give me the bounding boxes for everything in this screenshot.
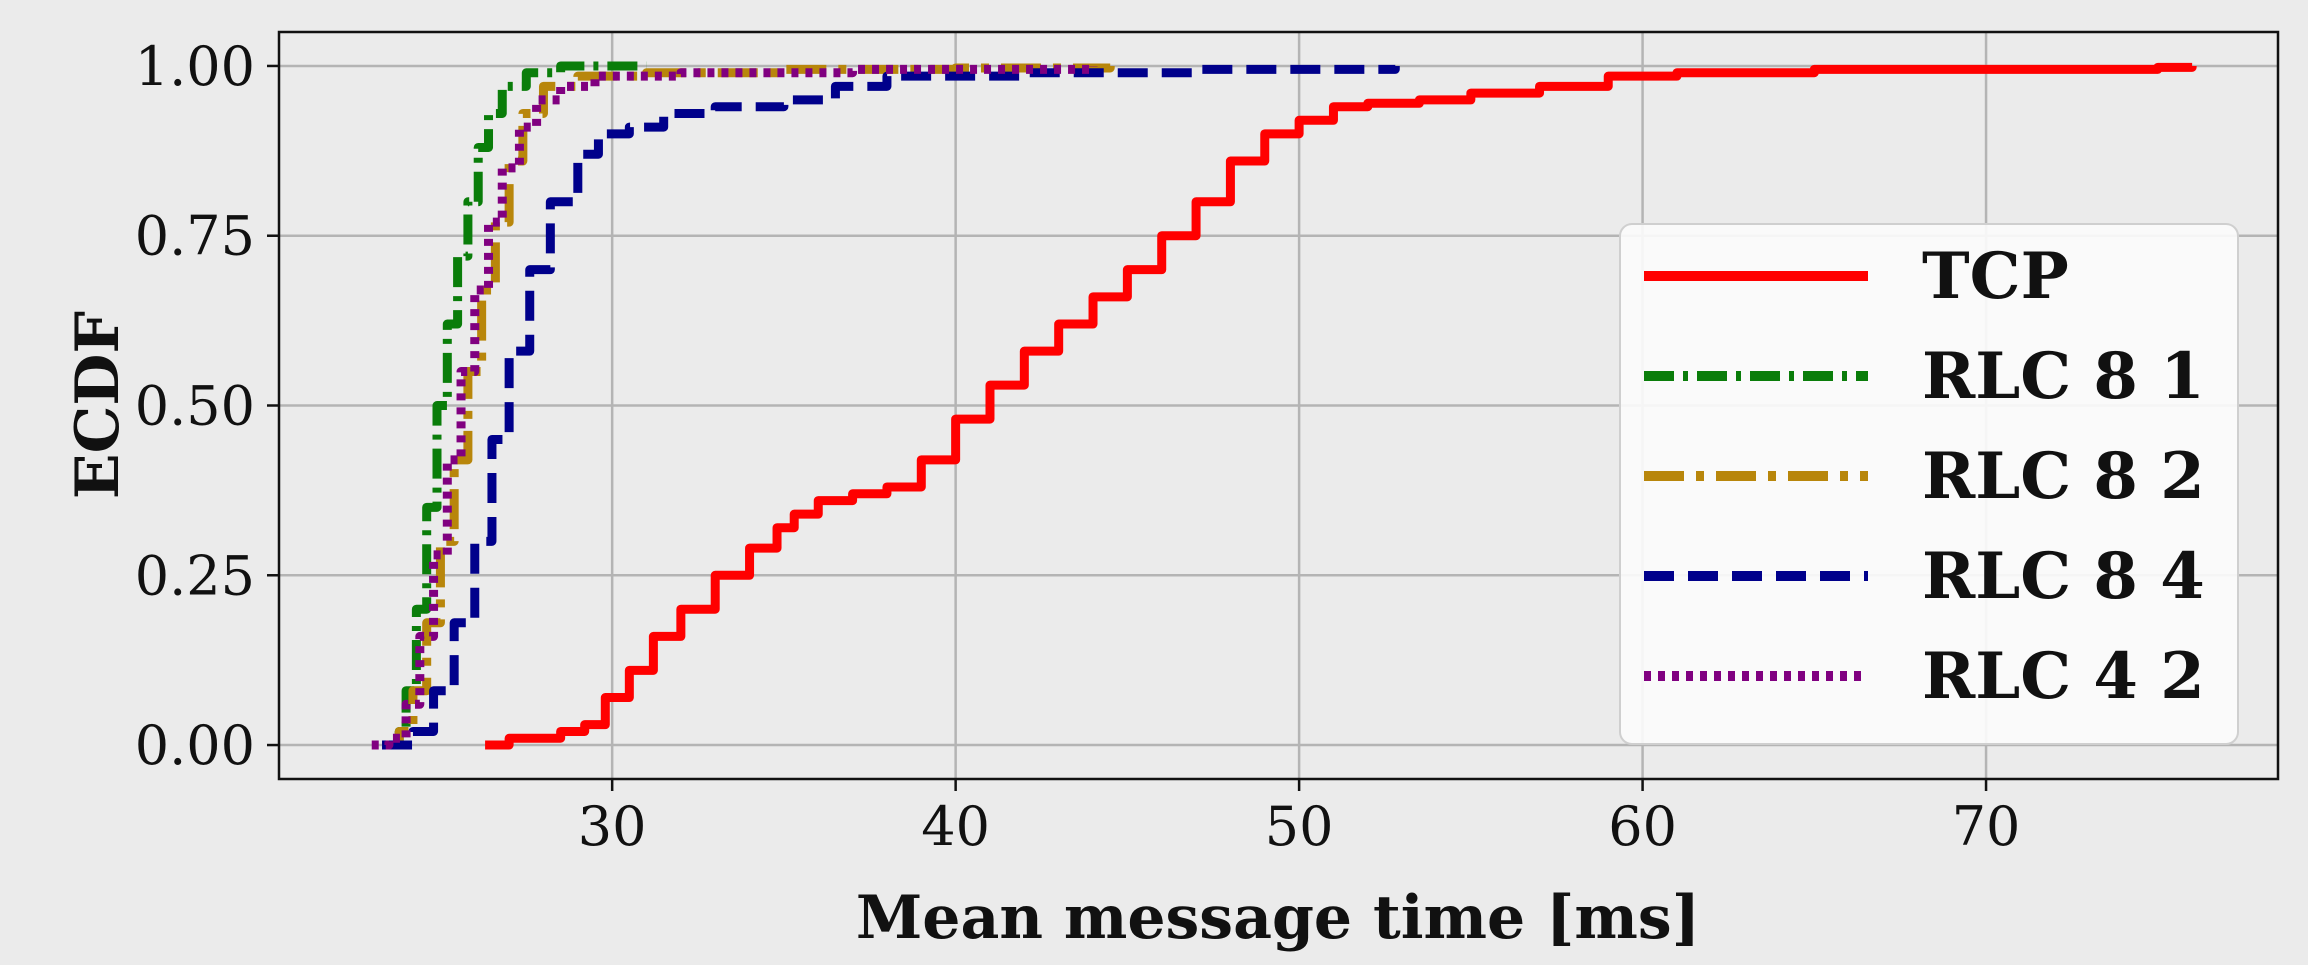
y-tick-label: 0.25 [135, 544, 255, 607]
series-line-rlc-8-4 [382, 64, 1400, 750]
legend-label-rlc-8-2: RLC 8 2 [1922, 439, 2205, 514]
series-line-tcp [485, 62, 2197, 750]
legend-label-rlc-8-1: RLC 8 1 [1922, 339, 2205, 414]
y-tick-label: 0.50 [135, 375, 255, 438]
y-tick-label: 0.00 [135, 714, 255, 777]
x-tick-label: 50 [1265, 795, 1334, 858]
y-axis-label: ECDF [63, 311, 133, 499]
x-tick-label: 40 [921, 795, 990, 858]
legend: TCP RLC 8 1 RLC 8 2 RLC 8 4 RLC 4 2 [1619, 223, 2239, 745]
y-tick-label: 0.75 [135, 205, 255, 268]
y-tick-label: 1.00 [135, 35, 255, 98]
x-axis-label: Mean message time [ms] [856, 883, 1700, 953]
legend-label-tcp: TCP [1922, 239, 2069, 314]
x-tick-label: 30 [578, 795, 647, 858]
legend-label-rlc-8-4: RLC 8 4 [1922, 539, 2205, 614]
legend-label-rlc-4-2: RLC 4 2 [1922, 639, 2205, 714]
axis-ticks: 30 40 50 60 70 0.00 0.25 0.50 0.75 1.00 [135, 35, 2021, 858]
legend-box [1619, 223, 2239, 745]
series-lines [371, 61, 2197, 750]
x-tick-label: 60 [1608, 795, 1677, 858]
x-tick-label: 70 [1952, 795, 2021, 858]
